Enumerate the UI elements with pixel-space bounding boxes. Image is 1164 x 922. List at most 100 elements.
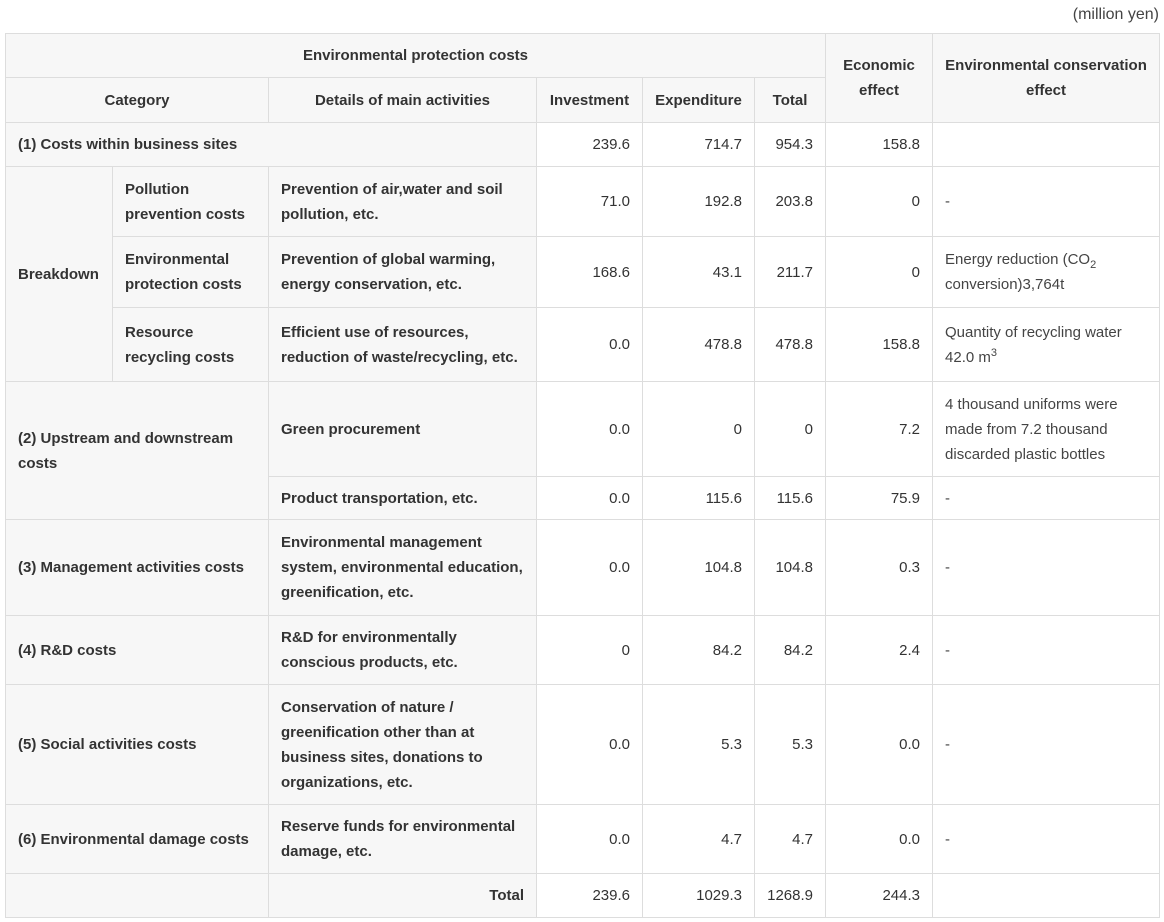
economic-effect: 158.8 (825, 122, 934, 167)
category: (6) Environmental damage costs (5, 804, 269, 874)
category: (2) Upstream and downstream costs (5, 381, 269, 520)
investment: 0.0 (536, 804, 643, 874)
total: 954.3 (753, 122, 827, 167)
header-cell: Category (5, 77, 269, 123)
expenditure: 4.7 (642, 804, 755, 874)
expenditure: 5.3 (642, 684, 755, 805)
economic-effect: 244.3 (825, 873, 934, 918)
expenditure: 84.2 (642, 615, 755, 685)
row: (1) Costs within business sites 239.6 71… (5, 122, 1161, 167)
header-cell: Expenditure (642, 77, 755, 123)
total: 211.7 (753, 236, 827, 308)
header-cell: Economic effect (825, 33, 934, 123)
details: Product transportation, etc. (268, 476, 537, 520)
text: conversion)3,764t (945, 276, 1065, 293)
total: 104.8 (753, 519, 827, 616)
row: Breakdown Pollution prevention costs Pre… (5, 166, 1161, 382)
investment: 0 (536, 615, 643, 685)
details: Prevention of global warming, energy con… (268, 236, 537, 308)
subcategory: Environmental protection costs (112, 236, 269, 308)
conservation-effect: - (932, 804, 1161, 874)
text: Energy reduction (CO (945, 251, 1091, 268)
economic-effect: 158.8 (825, 307, 934, 382)
economic-effect: 2.4 (825, 615, 934, 685)
details: Prevention of air,water and soil polluti… (268, 166, 537, 237)
economic-effect: 0 (825, 236, 934, 308)
details: Reserve funds for environmental damage, … (268, 804, 537, 874)
expenditure: 478.8 (642, 307, 755, 382)
expenditure: 104.8 (642, 519, 755, 616)
subcategory: Resource recycling costs (112, 307, 269, 382)
total: 1268.9 (753, 873, 827, 918)
header-cell: Environmental protection costs (4, 33, 827, 78)
total: 478.8 (753, 307, 827, 382)
investment: 0.0 (536, 307, 643, 382)
empty-cell (5, 873, 269, 918)
investment: 0.0 (536, 519, 643, 616)
conservation-effect: - (932, 684, 1161, 805)
total: 84.2 (753, 615, 827, 685)
row: Product transportation, etc. 0.0 115.6 1… (6, 476, 1161, 520)
category: (1) Costs within business sites (5, 122, 537, 167)
group: Breakdown (5, 166, 113, 382)
total: 5.3 (753, 684, 827, 805)
investment: 239.6 (536, 122, 643, 167)
conservation-effect: 4 thousand uniforms were made from 7.2 t… (932, 381, 1161, 477)
economic-effect: 0.0 (825, 804, 934, 874)
row: (3) Management activities costs Environm… (5, 519, 1161, 616)
conservation-effect (932, 873, 1161, 918)
economic-effect: 0.3 (825, 519, 934, 616)
total: 203.8 (753, 166, 827, 237)
text: Quantity of recycling water 42.0 m (945, 323, 1122, 366)
header-row: Category Details of main activities Inve… (5, 77, 1160, 123)
subcategory: Pollution prevention costs (112, 166, 269, 237)
conservation-effect: Quantity of recycling water 42.0 m3 (932, 307, 1161, 382)
unit-label: (million yen) (1072, 6, 1159, 23)
cost-table: Environmental protection costs Economic … (4, 33, 1161, 918)
header-cell: Investment (536, 77, 643, 123)
total: 0 (753, 381, 827, 477)
conservation-effect: - (932, 615, 1161, 685)
header-cell: Environmental conservation effect (932, 33, 1161, 123)
economic-effect: 7.2 (825, 381, 934, 477)
header-row: Environmental protection costs Economic … (4, 33, 1161, 123)
total-label: Total (268, 873, 537, 918)
header-cell: Details of main activities (268, 77, 537, 123)
details: Green procurement (268, 381, 537, 477)
header-cell: Total (753, 77, 827, 123)
economic-effect: 75.9 (825, 476, 934, 520)
economic-effect: 0.0 (825, 684, 934, 805)
total: 115.6 (753, 476, 827, 520)
row: (2) Upstream and downstream costs Green … (5, 381, 1161, 520)
row: (5) Social activities costs Conservation… (5, 684, 1161, 805)
row: (4) R&D costs R&D for environmentally co… (5, 615, 1161, 685)
row: Resource recycling costs Efficient use o… (6, 307, 1161, 382)
details: R&D for environmentally conscious produc… (268, 615, 537, 685)
conservation-effect: - (932, 166, 1161, 237)
expenditure: 714.7 (642, 122, 755, 167)
investment: 0.0 (536, 476, 643, 520)
economic-effect: 0 (825, 166, 934, 237)
subscript: 2 (1090, 259, 1097, 271)
row: Environmental protection costs Preventio… (6, 236, 1161, 308)
investment: 0.0 (536, 684, 643, 805)
details: Efficient use of resources, reduction of… (268, 307, 537, 382)
expenditure: 43.1 (642, 236, 755, 308)
details: Conservation of nature / greenification … (268, 684, 537, 805)
conservation-effect: - (932, 476, 1161, 520)
expenditure: 115.6 (642, 476, 755, 520)
investment: 239.6 (536, 873, 643, 918)
conservation-effect: - (932, 519, 1161, 616)
conservation-effect (932, 122, 1161, 167)
expenditure: 1029.3 (642, 873, 755, 918)
category: (4) R&D costs (5, 615, 269, 685)
expenditure: 192.8 (642, 166, 755, 237)
total-row: Total 239.6 1029.3 1268.9 244.3 (5, 873, 1161, 918)
row: (6) Environmental damage costs Reserve f… (5, 804, 1161, 874)
investment: 0.0 (536, 381, 643, 477)
details: Environmental management system, environ… (268, 519, 537, 616)
superscript: 3 (990, 346, 997, 359)
expenditure: 0 (642, 381, 755, 477)
category: (3) Management activities costs (5, 519, 269, 616)
